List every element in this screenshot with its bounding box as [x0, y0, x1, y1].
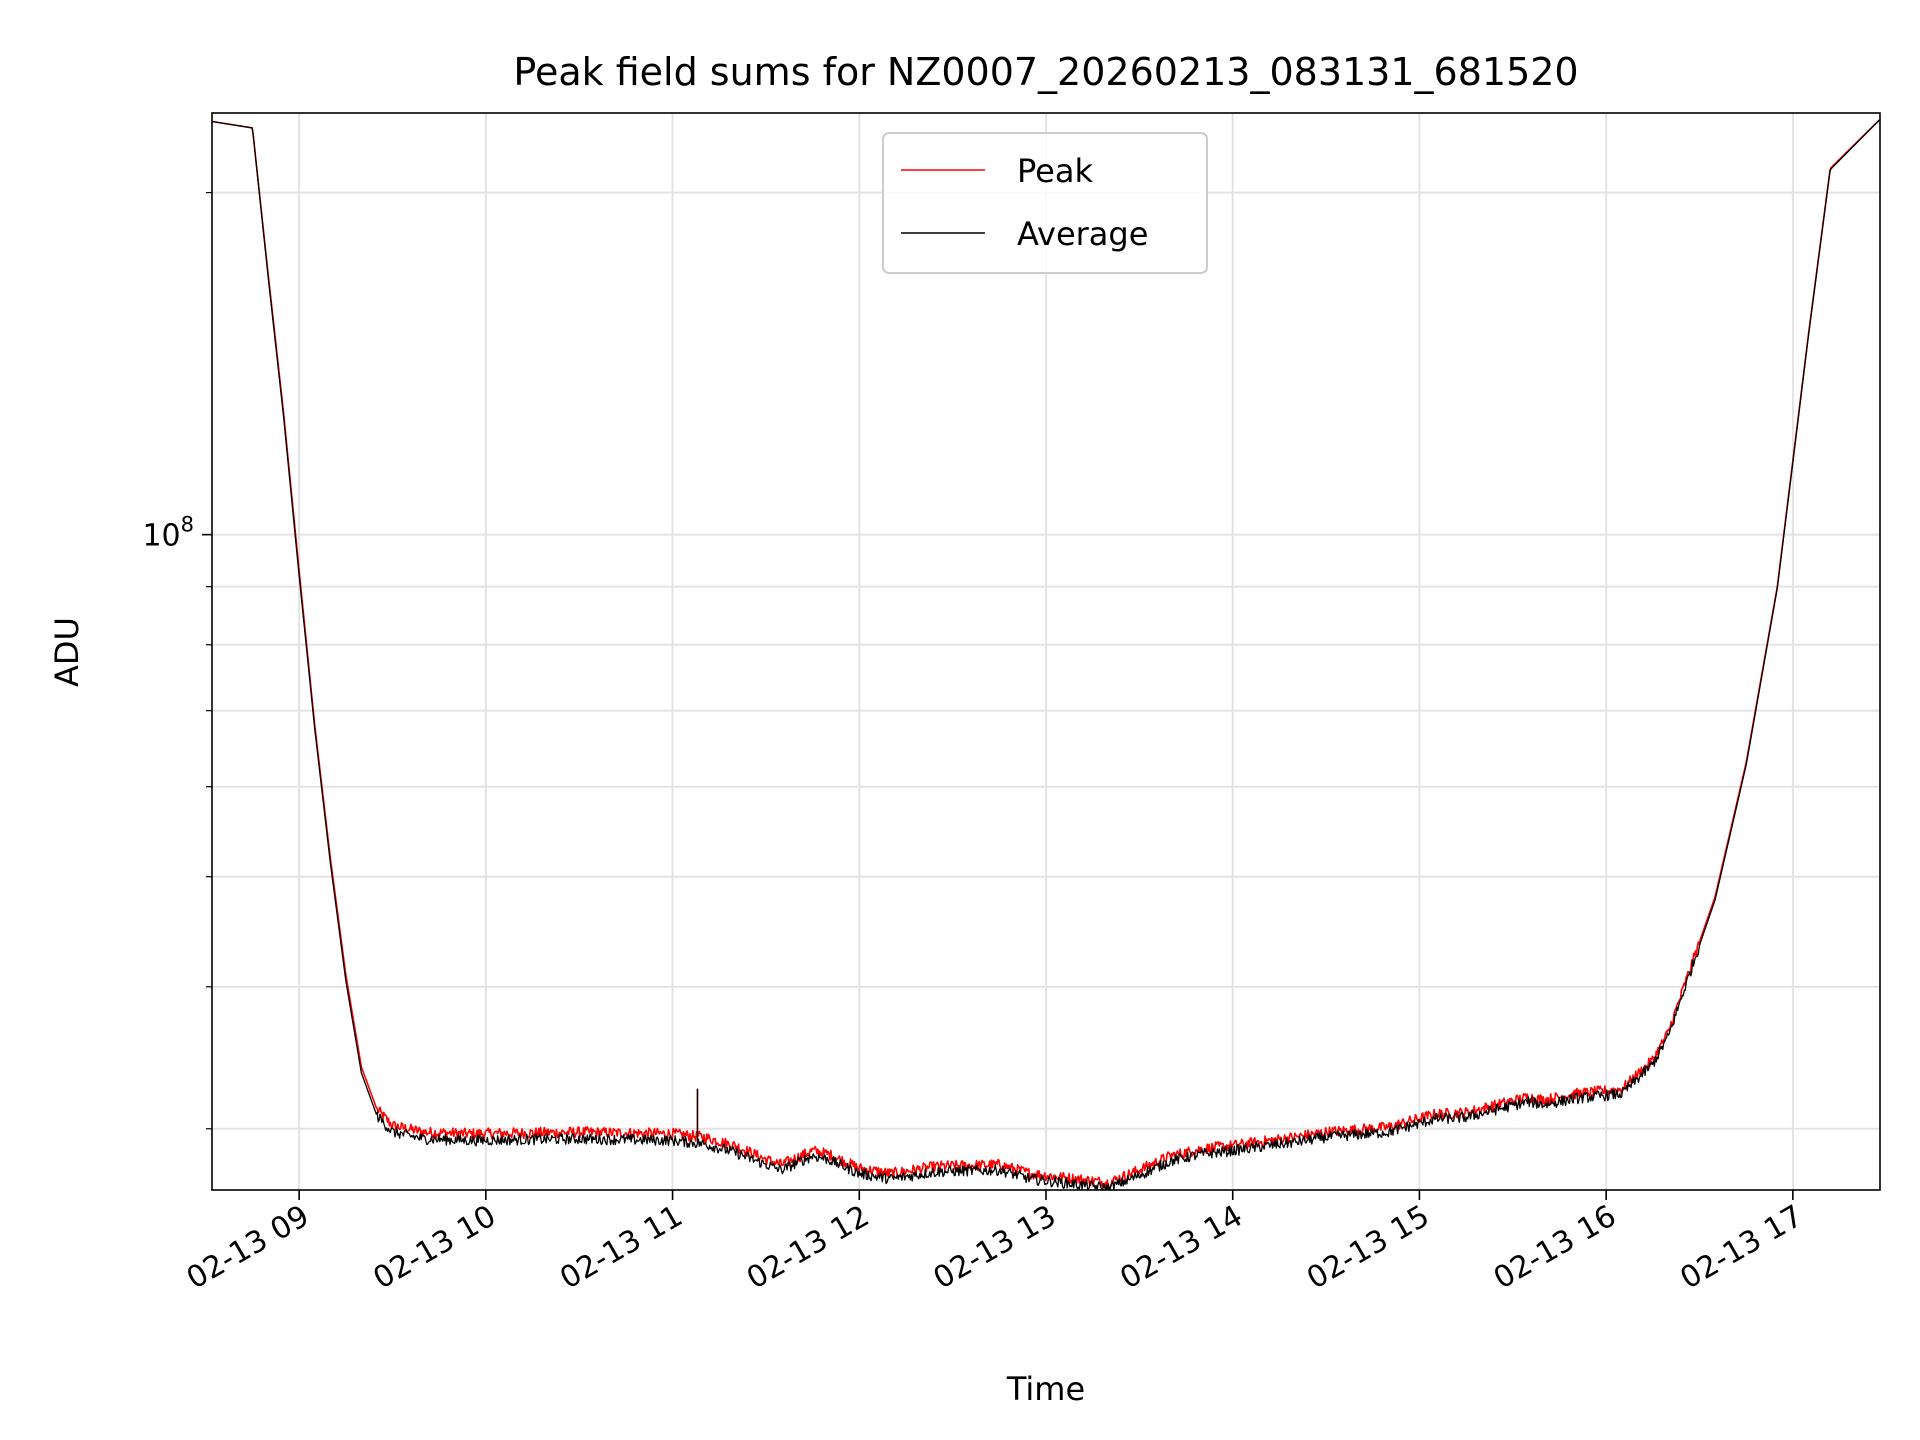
legend-label-peak: Peak: [1017, 152, 1093, 190]
series-line-peak: [211, 119, 1880, 1189]
y-axis-label: ADU: [48, 617, 86, 687]
legend-box: [882, 132, 1208, 274]
grid: [212, 113, 1880, 1190]
legend-label-average: Average: [1017, 215, 1148, 253]
series-line-average: [211, 119, 1880, 1191]
x-axis-label: Time: [1006, 1370, 1085, 1408]
legend: Peak Average: [882, 132, 1208, 274]
series-lines: [211, 119, 1880, 1191]
chart-title: Peak field sums for NZ0007_20260213_0831…: [513, 50, 1578, 94]
y-tick-label: 108: [142, 513, 194, 554]
